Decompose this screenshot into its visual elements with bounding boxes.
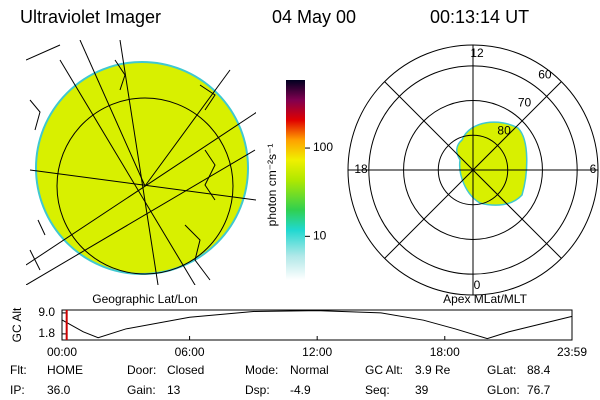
status-label: Mode: bbox=[245, 363, 278, 377]
x-tick-label: 06:00 bbox=[175, 345, 205, 359]
status-value: Normal bbox=[290, 363, 329, 377]
x-tick-label: 00:00 bbox=[47, 345, 77, 359]
mlt-label: 6 bbox=[590, 162, 597, 176]
status-label: GC Alt: bbox=[365, 363, 403, 377]
instrument-title: Ultraviolet Imager bbox=[20, 7, 161, 27]
status-value: Closed bbox=[167, 363, 204, 377]
lat-label: 70 bbox=[518, 96, 532, 110]
colorbar-label: photon cm⁻²s⁻¹ bbox=[265, 144, 279, 227]
y-tick-label: 1.8 bbox=[38, 326, 55, 340]
status-label: Flt: bbox=[10, 363, 27, 377]
lat-label: 60 bbox=[538, 67, 552, 81]
status-value: 88.4 bbox=[527, 363, 551, 377]
time-marker bbox=[65, 310, 68, 340]
colorbar-tick-label: 10 bbox=[313, 228, 327, 242]
status-label: GLon: bbox=[487, 383, 520, 397]
x-tick-label: 18:00 bbox=[430, 345, 460, 359]
status-label: Seq: bbox=[365, 383, 390, 397]
mlt-line bbox=[384, 81, 562, 259]
x-tick-label: 23:59 bbox=[557, 345, 587, 359]
auroral-oval bbox=[456, 121, 528, 206]
mlt-label: 18 bbox=[354, 162, 368, 176]
x-tick-label: 12:00 bbox=[302, 345, 332, 359]
lat-label: 80 bbox=[497, 124, 511, 138]
status-label: Dsp: bbox=[245, 383, 270, 397]
colorbar-tick-label: 100 bbox=[313, 140, 333, 154]
status-label: IP: bbox=[10, 383, 25, 397]
status-value: HOME bbox=[47, 363, 83, 377]
status-value: 39 bbox=[415, 383, 429, 397]
status-value: 36.0 bbox=[47, 383, 71, 397]
polar-label: Apex MLat/MLT bbox=[443, 292, 527, 306]
polar-grid bbox=[347, 44, 599, 296]
status-label: GLat: bbox=[487, 363, 516, 377]
y-tick-label: 9.0 bbox=[38, 305, 55, 319]
mlt-label: 12 bbox=[470, 46, 484, 60]
status-value: 76.7 bbox=[527, 383, 551, 397]
status-label: Door: bbox=[127, 363, 156, 377]
colorbar bbox=[286, 80, 305, 280]
status-value: 3.9 Re bbox=[415, 363, 451, 377]
mlt-label: 0 bbox=[474, 278, 481, 292]
geo-map-label: Geographic Lat/Lon bbox=[92, 292, 197, 306]
date: 04 May 00 bbox=[272, 7, 356, 27]
status-label: Gain: bbox=[127, 383, 156, 397]
status-value: 13 bbox=[167, 383, 181, 397]
altitude-label: GC Alt bbox=[10, 307, 24, 342]
status-value: -4.9 bbox=[290, 383, 311, 397]
altitude-line bbox=[61, 310, 573, 340]
time: 00:13:14 UT bbox=[430, 7, 529, 27]
geo-map bbox=[26, 40, 256, 285]
